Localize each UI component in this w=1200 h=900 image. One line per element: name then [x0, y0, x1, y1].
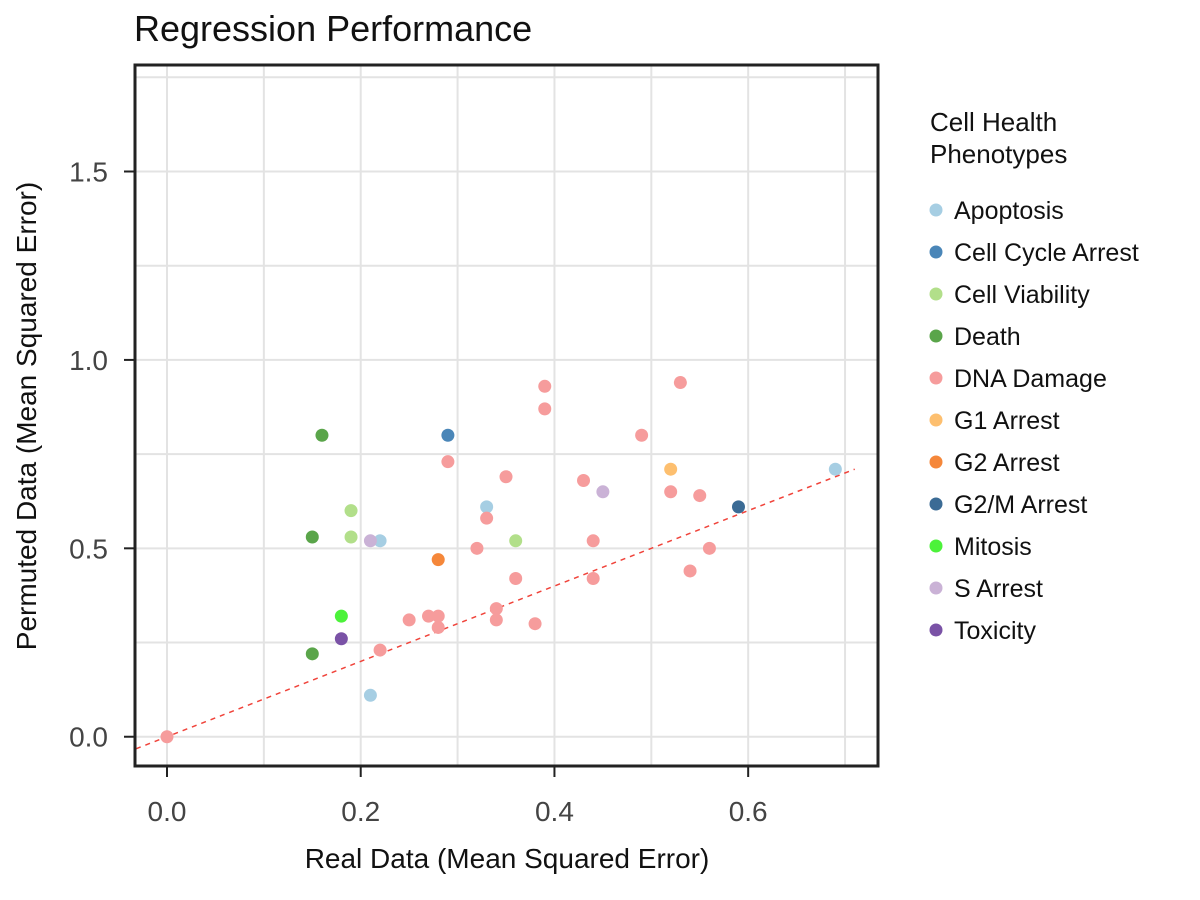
- x-tick-label: 0.4: [535, 796, 574, 827]
- data-point: [315, 428, 329, 442]
- legend-swatch: [929, 623, 943, 637]
- x-axis-ticks: 0.0 0.2 0.4 0.6: [148, 767, 768, 827]
- x-tick-label: 0.6: [729, 796, 768, 827]
- data-point: [596, 485, 610, 499]
- chart-title: Regression Performance: [134, 8, 532, 49]
- data-point: [664, 462, 678, 476]
- y-tick-label: 1.5: [69, 157, 108, 188]
- x-axis-label: Real Data (Mean Squared Error): [305, 843, 710, 874]
- legend-label: Toxicity: [954, 617, 1036, 645]
- legend-label: DNA Damage: [954, 365, 1107, 393]
- x-tick-label: 0.2: [341, 796, 380, 827]
- legend-swatch: [929, 413, 943, 427]
- data-point: [373, 534, 387, 548]
- data-point: [305, 647, 319, 661]
- legend-swatch: [929, 497, 943, 511]
- data-point: [431, 609, 445, 623]
- data-point: [431, 553, 445, 567]
- data-point: [509, 571, 523, 585]
- data-point: [344, 530, 358, 544]
- legend-label: G2/M Arrest: [954, 491, 1087, 519]
- legend-label: Death: [954, 323, 1021, 351]
- data-point: [373, 643, 387, 657]
- data-point: [363, 688, 377, 702]
- legend-label: Cell Cycle Arrest: [954, 239, 1139, 267]
- x-tick-label: 0.0: [148, 796, 187, 827]
- data-point: [683, 564, 697, 578]
- data-point: [509, 534, 523, 548]
- data-point: [422, 609, 436, 623]
- data-point: [693, 489, 707, 503]
- plot-frame: [133, 63, 880, 768]
- data-point: [441, 428, 455, 442]
- legend-swatch: [929, 287, 943, 301]
- legend-label: G2 Arrest: [954, 449, 1060, 477]
- data-point: [673, 376, 687, 390]
- data-point: [499, 470, 513, 484]
- legend-label: Mitosis: [954, 533, 1032, 561]
- reference-line: [135, 468, 855, 750]
- legend-swatch: [929, 203, 943, 217]
- legend-swatch: [929, 581, 943, 595]
- y-tick-label: 0.0: [69, 722, 108, 753]
- identity-line: [135, 468, 855, 750]
- legend-swatch: [929, 455, 943, 469]
- y-tick-label: 1.0: [69, 345, 108, 376]
- data-point: [334, 609, 348, 623]
- data-point: [441, 455, 455, 469]
- legend-label: Cell Viability: [954, 281, 1090, 309]
- data-point: [538, 379, 552, 393]
- legend-title-line1: Cell Health: [930, 107, 1057, 137]
- legend-swatch: [929, 371, 943, 385]
- data-point: [344, 504, 358, 518]
- legend-swatch: [929, 245, 943, 259]
- data-point: [586, 534, 600, 548]
- data-point: [538, 402, 552, 416]
- data-point: [489, 602, 503, 616]
- data-point: [635, 428, 649, 442]
- data-point: [334, 632, 348, 646]
- y-axis-ticks: 0.0 0.5 1.0 1.5: [69, 157, 134, 753]
- data-point: [470, 541, 484, 555]
- data-points: [160, 376, 842, 744]
- data-point: [586, 571, 600, 585]
- data-point: [363, 534, 377, 548]
- legend-items: Apoptosis Cell Cycle Arrest Cell Viability…: [929, 197, 1139, 645]
- legend-label: Apoptosis: [954, 197, 1064, 225]
- data-point: [305, 530, 319, 544]
- y-tick-label: 0.5: [69, 533, 108, 564]
- legend-label: S Arrest: [954, 575, 1043, 603]
- data-point: [480, 511, 494, 525]
- data-point: [489, 613, 503, 627]
- data-point: [702, 541, 716, 555]
- data-point: [480, 500, 494, 514]
- legend-swatch: [929, 329, 943, 343]
- data-point: [160, 730, 174, 744]
- legend-title-line2: Phenotypes: [930, 139, 1067, 169]
- grid-lines: [136, 66, 877, 765]
- data-point: [402, 613, 416, 627]
- data-point: [828, 462, 842, 476]
- data-point: [664, 485, 678, 499]
- data-point: [528, 617, 542, 631]
- legend-swatch: [929, 539, 943, 553]
- y-axis-label: Permuted Data (Mean Squared Error): [11, 182, 42, 650]
- data-point: [577, 474, 591, 488]
- legend: Cell Health Phenotypes Apoptosis Cell Cyc…: [929, 107, 1139, 645]
- data-point: [431, 620, 445, 634]
- legend-label: G1 Arrest: [954, 407, 1060, 435]
- data-point: [731, 500, 745, 514]
